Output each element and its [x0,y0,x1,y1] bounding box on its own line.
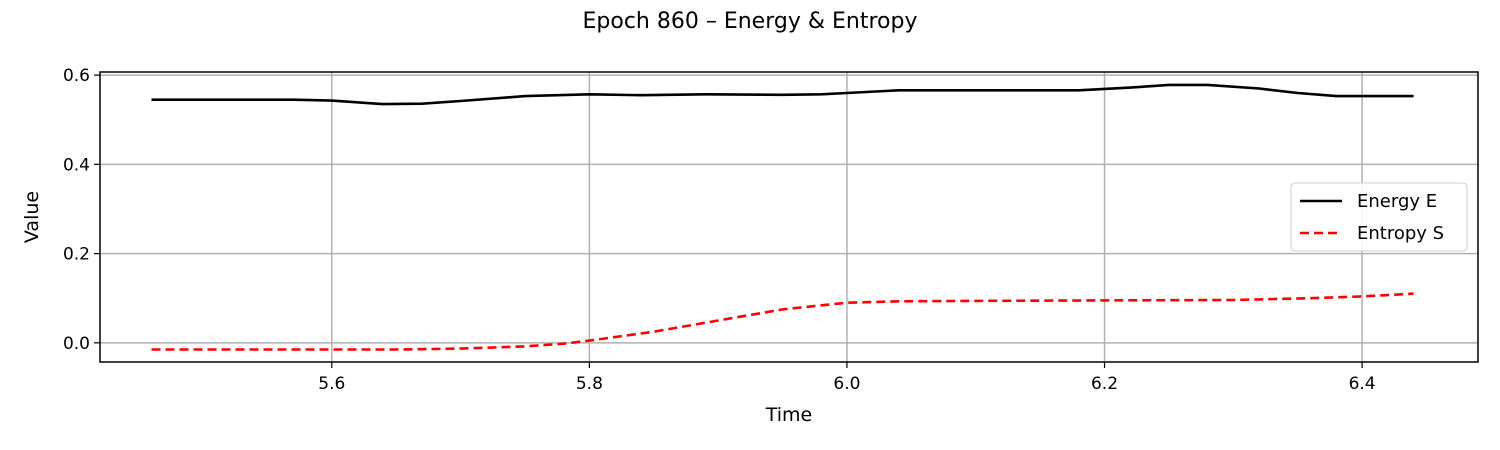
y-tick-label: 0.4 [63,155,90,175]
legend-label: Energy E [1357,191,1437,212]
y-tick-label: 0.0 [63,334,90,354]
y-axis: 0.0 0.2 0.4 0.6 [63,66,100,354]
legend-label: Entropy S [1357,223,1444,244]
series-line-entropy [151,292,1414,351]
x-axis: 5.6 5.8 6.0 6.2 6.4 [318,362,1376,394]
y-tick-label: 0.2 [63,245,90,265]
y-tick-label: 0.6 [63,66,90,86]
y-axis-label: Value [21,191,43,243]
x-tick-label: 6.0 [833,374,860,394]
x-tick-label: 5.6 [318,374,345,394]
plot-frame [99,71,1479,363]
chart-title: Epoch 860 – Energy & Entropy [583,9,918,34]
x-axis-label: Time [765,404,813,426]
series-group [151,83,1414,351]
x-tick-label: 5.8 [576,374,603,394]
grid [100,72,1478,362]
series-line-energy [151,83,1414,106]
legend: Energy E Entropy S [1290,182,1468,252]
x-tick-label: 6.4 [1349,374,1376,394]
x-tick-label: 6.2 [1091,374,1118,394]
